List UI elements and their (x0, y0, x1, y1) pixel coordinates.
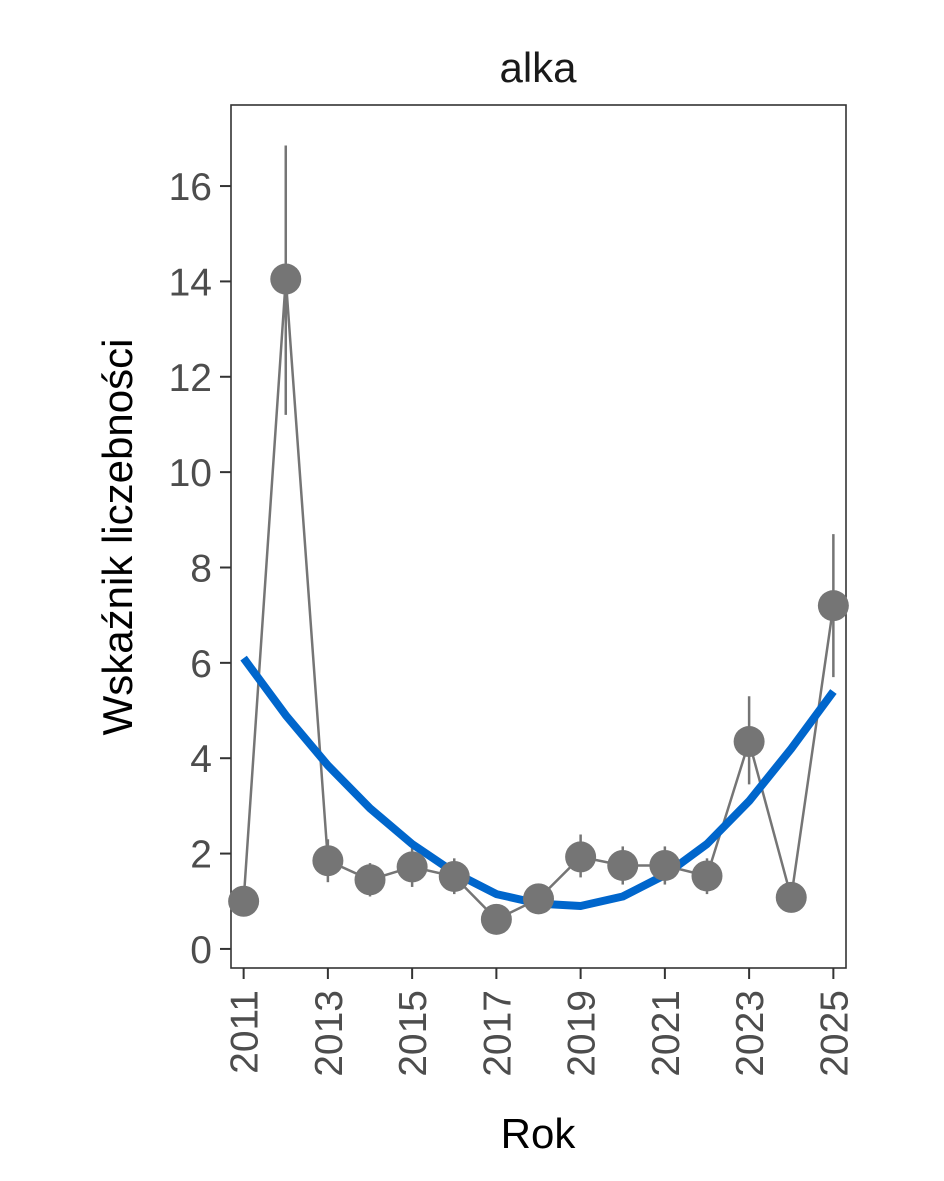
x-tick-label: 2015 (392, 990, 435, 1077)
data-point (649, 849, 681, 881)
x-tick-label: 2021 (645, 990, 688, 1077)
observed-line (242, 278, 835, 921)
data-point (438, 860, 470, 892)
x-tick-label: 2017 (476, 990, 519, 1077)
x-axis: 2011 2013 2015 2017 2019 2021 2023 2025 (224, 968, 856, 1077)
data-point (228, 885, 260, 917)
y-tick-label: 14 (169, 261, 212, 304)
plot-panel-border (230, 104, 847, 969)
x-tick-label: 2025 (813, 990, 856, 1077)
data-point (775, 881, 807, 913)
y-tick-label: 8 (190, 547, 212, 590)
x-tick-label: 2023 (729, 990, 772, 1077)
y-tick-label: 10 (169, 452, 212, 495)
series-layer (228, 145, 849, 935)
data-point (270, 263, 302, 295)
x-axis-title: Rok (501, 1110, 577, 1157)
data-point (565, 841, 597, 873)
y-axis: 0 2 4 6 8 10 12 14 16 (169, 166, 231, 972)
data-point (312, 845, 344, 877)
data-point (480, 903, 512, 935)
y-tick-label: 2 (190, 834, 212, 877)
data-point (733, 726, 765, 758)
chart-title: alka (499, 44, 577, 91)
data-point (396, 851, 428, 883)
y-tick-label: 12 (169, 357, 212, 400)
data-point (523, 883, 554, 915)
y-tick-label: 4 (190, 738, 212, 781)
y-tick-label: 16 (169, 166, 212, 209)
data-point (691, 860, 723, 892)
x-tick-label: 2013 (308, 990, 351, 1077)
y-tick-label: 6 (190, 643, 212, 686)
x-tick-label: 2019 (561, 990, 604, 1077)
data-point (817, 590, 849, 622)
y-tick-label: 0 (190, 929, 212, 972)
y-axis-title: Wskaźnik liczebności (94, 339, 141, 736)
data-point (354, 864, 386, 896)
data-point (607, 849, 639, 881)
x-tick-label: 2011 (224, 990, 267, 1074)
